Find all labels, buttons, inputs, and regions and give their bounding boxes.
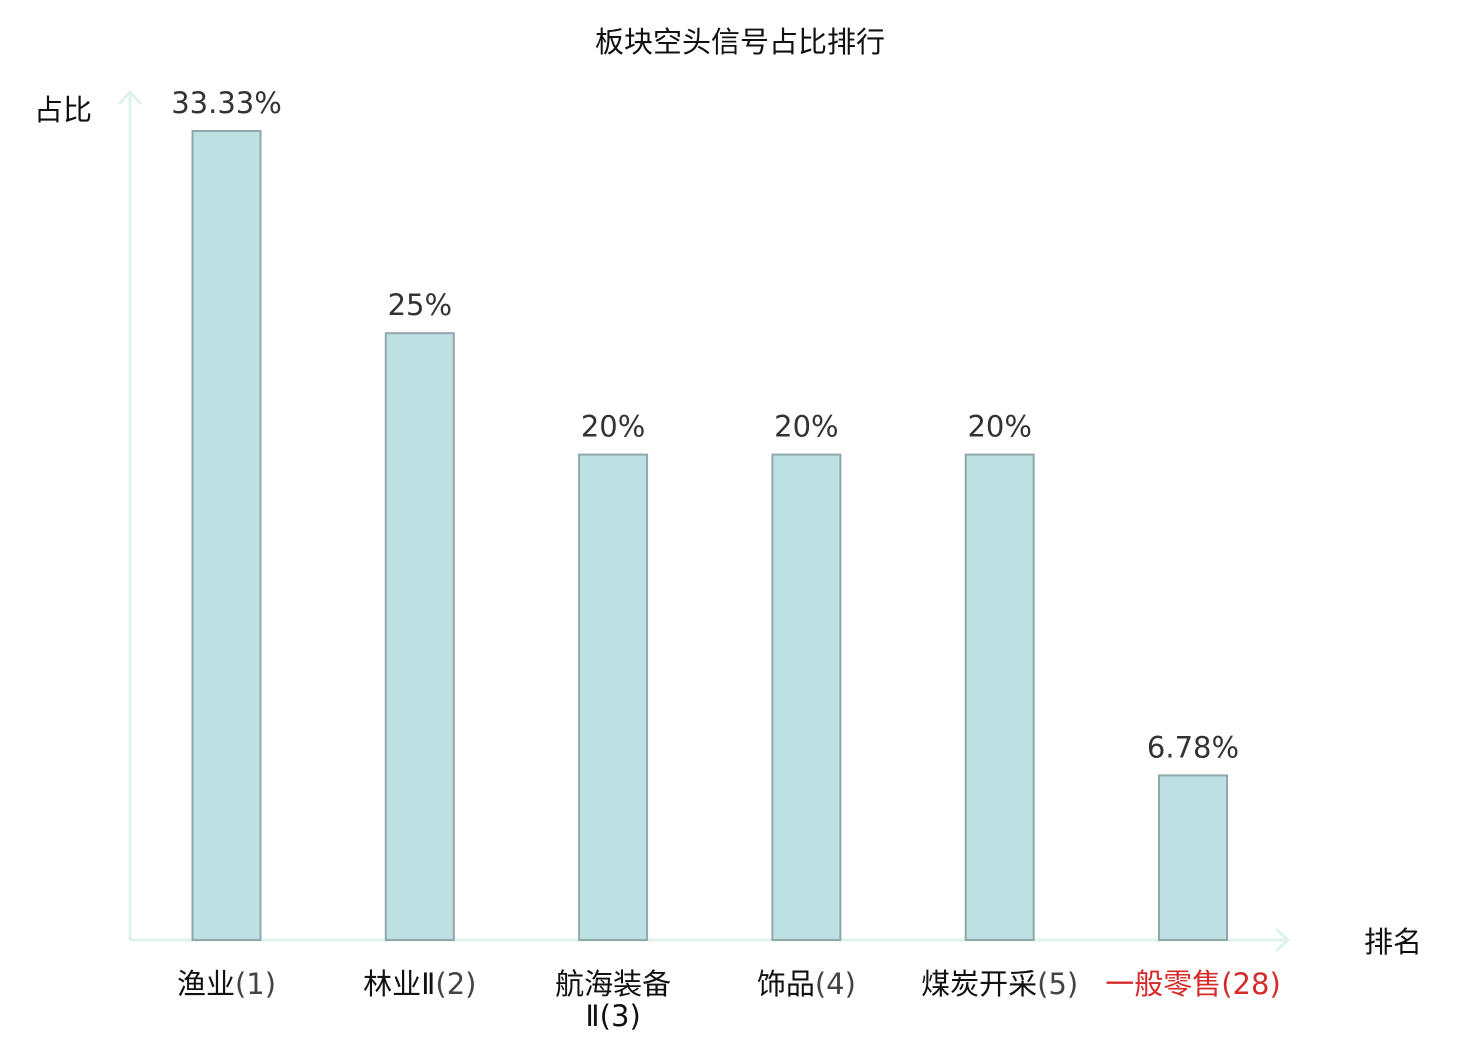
- category-label-5: 一般零售(28): [1105, 967, 1281, 1001]
- bar-1: [384, 332, 455, 941]
- category-label-0: 渔业(1): [177, 967, 276, 1001]
- axes: [117, 89, 1291, 953]
- value-label-2: 20%: [581, 410, 645, 444]
- bars: [191, 130, 1228, 942]
- category-label-2: 航海装备: [555, 967, 671, 1001]
- category-label-4: 煤炭开采(5): [921, 967, 1078, 1001]
- bar-2: [578, 453, 649, 941]
- category-label-2-line2: Ⅱ(3): [585, 999, 640, 1033]
- x-axis-label: 排名: [1364, 925, 1422, 959]
- bar-0: [191, 130, 262, 941]
- value-labels: 33.33% 25% 20% 20% 20% 6.78%: [171, 86, 1239, 764]
- value-label-0: 33.33%: [171, 86, 282, 120]
- category-label-3: 饰品(4): [757, 967, 856, 1001]
- bar-5: [1158, 774, 1228, 942]
- value-label-5: 6.78%: [1147, 730, 1239, 764]
- y-axis-arrow-icon: [117, 89, 143, 106]
- y-axis-label: 占比: [34, 93, 92, 127]
- value-label-4: 20%: [967, 410, 1031, 444]
- category-label-1: 林业Ⅱ(2): [363, 967, 476, 1001]
- value-label-1: 25%: [388, 288, 452, 322]
- x-axis-arrow-icon: [1274, 927, 1291, 953]
- value-label-3: 20%: [774, 410, 838, 444]
- bar-4: [964, 453, 1035, 941]
- chart-title: 板块空头信号占比排行: [595, 25, 885, 59]
- bar-3: [771, 453, 842, 941]
